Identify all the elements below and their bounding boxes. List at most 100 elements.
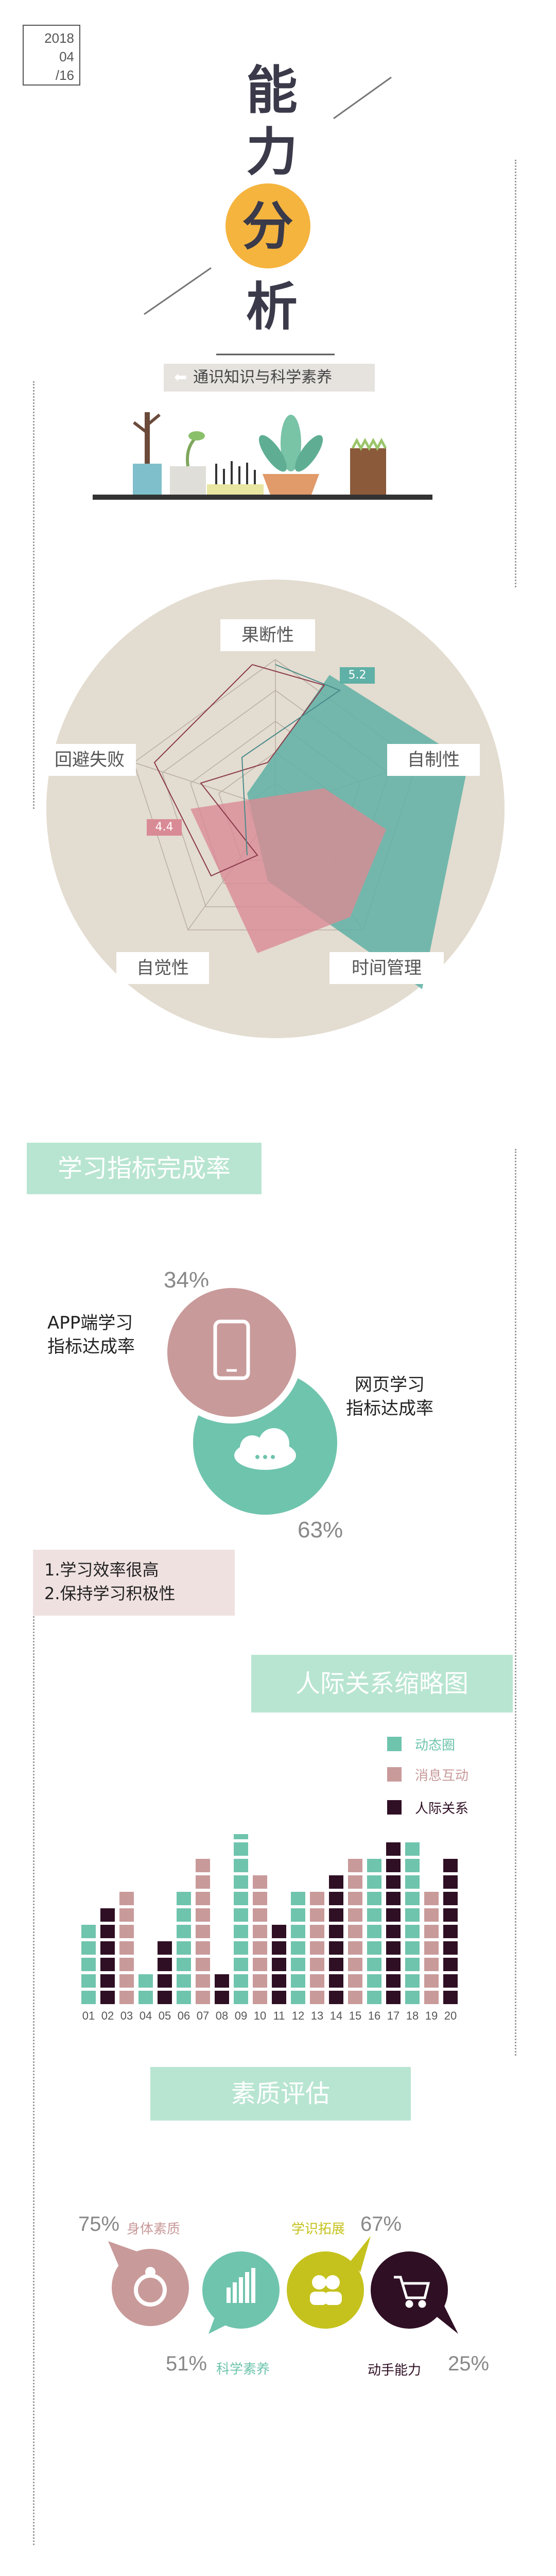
bar-segment (424, 1958, 439, 1971)
app-circle (167, 1288, 296, 1417)
bar-tick-label: 01 (82, 2009, 95, 2022)
bar-segment (291, 1991, 305, 2004)
arrow-left-icon: ⬅ (174, 368, 187, 386)
quality-bubbles (108, 2236, 458, 2334)
bar-08 (215, 1974, 229, 2004)
bar-segment (367, 1974, 381, 1988)
bar-segment (367, 1892, 381, 1905)
bar-segment (329, 1974, 343, 1988)
bar-segment (234, 1958, 248, 1971)
bar-05 (158, 1941, 172, 2004)
bar-segment (443, 1892, 458, 1905)
shelf-plank (93, 495, 432, 500)
bar-segment (367, 1991, 381, 2004)
bar-segment (81, 1974, 96, 1988)
tree-pot-icon (133, 412, 162, 495)
legend-item-1: 动态圈 (387, 1730, 468, 1758)
bar-segment (253, 1941, 267, 1955)
legend-swatch-1 (387, 1737, 402, 1751)
bar-tick-label: 20 (444, 2009, 457, 2022)
bar-segment (329, 1908, 343, 1922)
bar-segment (253, 1974, 267, 1988)
dashed-line-right-1 (515, 160, 516, 587)
bar-segment (291, 1958, 305, 1971)
science-pct: 51% (166, 2352, 207, 2375)
bar-segment (405, 1842, 420, 1856)
bar-segment (310, 1941, 324, 1955)
bar-segment (291, 1908, 305, 1922)
note-2: 2.保持学习积极性 (44, 1584, 176, 1603)
date-box: 2018 04 /16 (23, 25, 80, 86)
bar-15 (348, 1859, 362, 2004)
bar-tick-label: 09 (235, 2009, 247, 2022)
bar-segment (405, 1908, 420, 1922)
bar-09 (234, 1834, 248, 2004)
bar-12 (291, 1892, 305, 2004)
bar-segment (310, 1974, 324, 1988)
bar-02 (100, 1908, 115, 2004)
bar-segment (234, 1925, 248, 1938)
bar-segment (100, 1925, 115, 1938)
body-label: 身体素质 (127, 2222, 181, 2237)
app-label-line-1: APP端学习 (47, 1313, 133, 1333)
title-char-4: 析 (246, 276, 298, 337)
bar-segment (234, 1859, 248, 1872)
legend-swatch-2 (387, 1767, 402, 1782)
bar-segment (367, 1925, 381, 1938)
legend-swatch-3 (387, 1800, 402, 1815)
bar-segment (348, 1892, 362, 1905)
web-label-line-2: 指标达成率 (346, 1398, 433, 1419)
bar-segment (234, 1974, 248, 1988)
bar-segment (81, 1991, 96, 2004)
bar-segment (234, 1908, 248, 1922)
date-month: 04 (59, 49, 74, 64)
bar-segment (424, 1974, 439, 1988)
bar-segment (424, 1908, 439, 1922)
bar-segment (196, 1925, 210, 1938)
bar-segment (405, 1991, 420, 2004)
bar-tick-label: 10 (254, 2009, 266, 2022)
bar-01 (81, 1925, 96, 2004)
bar-segment (196, 1875, 210, 1889)
subtitle-text: 通识知识与科学素养 (193, 368, 333, 386)
bar-segment (310, 1991, 324, 2004)
note-1: 1.学习效率很高 (44, 1560, 159, 1580)
bar-17 (386, 1842, 401, 2004)
bar-segment (386, 1875, 401, 1889)
bar-segment (119, 1892, 134, 1905)
bar-segment (386, 1974, 401, 1988)
study-notes: 1.学习效率很高 2.保持学习积极性 (33, 1550, 235, 1616)
bar-tick-label: 17 (387, 2009, 399, 2022)
bar-tick-label: 03 (120, 2009, 133, 2022)
bar-segment (443, 1859, 458, 1872)
bar-segment (253, 1875, 267, 1889)
bar-segment (177, 1892, 191, 1905)
bar-segment (253, 1925, 267, 1938)
bar-tick-label: 04 (140, 2009, 152, 2022)
succulent-pot-icon (258, 415, 323, 495)
cloud-chat-icon (234, 1428, 296, 1470)
bar-11 (272, 1925, 286, 2004)
badge-low-bg (147, 819, 182, 836)
bar-segment (100, 1958, 115, 1971)
title-char-2: 力 (246, 122, 298, 182)
bar-segment (177, 1958, 191, 1971)
bar-segment (348, 1991, 362, 2004)
web-label-line-1: 网页学习 (355, 1375, 425, 1395)
section-tag-relations: 人际关系缩略图 (251, 1655, 513, 1713)
bar-segment (348, 1908, 362, 1922)
bar-segment (100, 1991, 115, 2004)
bar-segment (272, 1941, 286, 1955)
radar-chart (46, 580, 505, 1038)
bar-segment (424, 1991, 439, 2004)
bar-segment (291, 1974, 305, 1988)
bar-tick-label: 19 (425, 2009, 438, 2022)
dashed-line-left-1 (33, 381, 34, 809)
bar-20 (443, 1859, 458, 2004)
bar-segment (234, 1842, 248, 1856)
bar-segment (348, 1941, 362, 1955)
bar-segment (348, 1875, 362, 1889)
bar-segment (119, 1974, 134, 1988)
bar-segment (291, 1892, 305, 1905)
section-tag-study: 学习指标完成率 (27, 1143, 262, 1194)
